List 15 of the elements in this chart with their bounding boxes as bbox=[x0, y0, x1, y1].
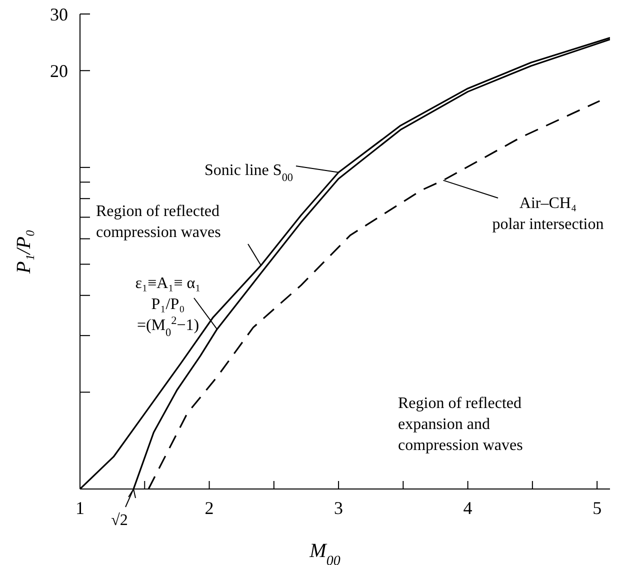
annotation: Region of reflected compression waves bbox=[96, 203, 221, 241]
x-tick-label: 5 bbox=[592, 498, 602, 518]
y-tick-label: 20 bbox=[50, 61, 68, 82]
annotation: ε₁≡A₁≡ α₁ P₁/P₀ =(M$_{0}$$^{2}$−1) bbox=[135, 275, 201, 339]
legend-label: Sonic line S$_{00}$ bbox=[204, 162, 294, 184]
x-tick-label: 1 bbox=[76, 498, 84, 518]
x-axis-title: M$_{00}$ bbox=[308, 540, 340, 565]
x-tick-label: 3 bbox=[334, 498, 344, 518]
text: Air–CH₄ polar intersection bbox=[492, 195, 604, 233]
y-tick-label: 30 bbox=[50, 4, 68, 24]
x-tick-label: 2 bbox=[204, 498, 214, 518]
annotation: Region of reflected expansion and compression waves bbox=[398, 395, 523, 454]
y-axis-title: P₁/P₀ bbox=[13, 230, 35, 274]
x-tick-label: 4 bbox=[463, 498, 472, 518]
annotation: √2 bbox=[111, 512, 128, 529]
